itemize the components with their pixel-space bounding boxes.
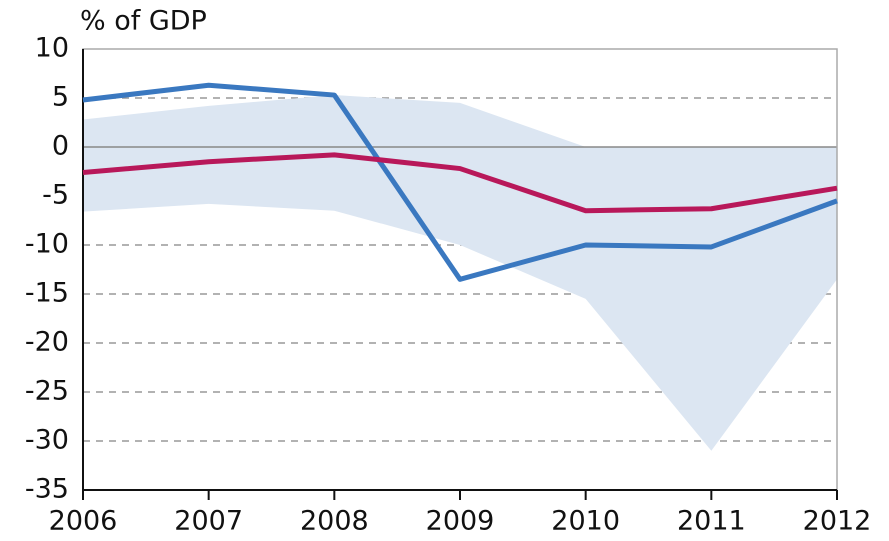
x-tick-label: 2012 [803, 506, 872, 537]
y-tick-label: -15 [25, 278, 69, 309]
x-tick-label: 2006 [49, 506, 118, 537]
y-tick-label: -35 [25, 474, 69, 505]
y-tick-label: -30 [25, 425, 69, 456]
y-tick-label: -10 [25, 229, 69, 260]
y-tick-label: -20 [25, 327, 69, 358]
x-tick-label: 2009 [426, 506, 495, 537]
y-axis-label: % of GDP [80, 6, 207, 37]
series-line [82, 82, 838, 282]
y-tick-label: 0 [52, 131, 69, 162]
y-tick-label: 10 [35, 33, 69, 64]
range-band [83, 95, 837, 451]
y-tick-label: -5 [42, 180, 69, 211]
y-tick-label: -25 [25, 376, 69, 407]
x-tick-label: 2008 [300, 506, 369, 537]
x-tick-label: 2007 [174, 506, 243, 537]
x-tick-label: 2010 [551, 506, 620, 537]
series-line [82, 152, 838, 214]
x-tick-label: 2011 [677, 506, 746, 537]
y-tick-label: 5 [52, 82, 69, 113]
